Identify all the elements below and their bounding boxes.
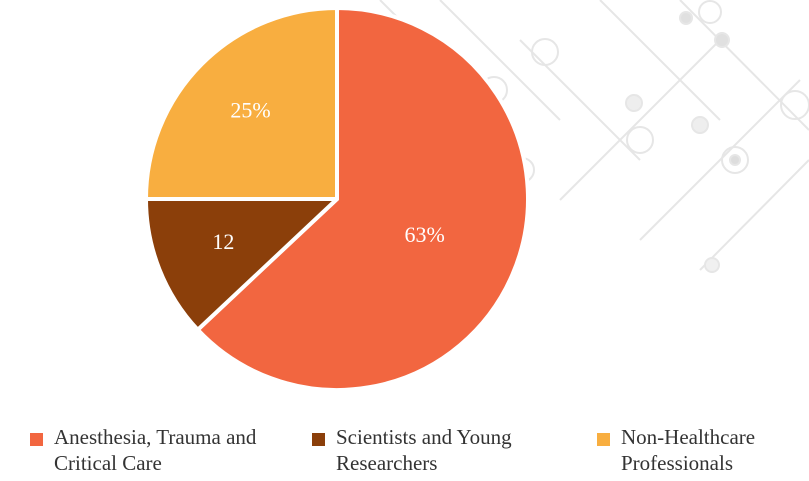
legend-swatch — [312, 433, 325, 446]
chart: 63% 12 25% — [0, 0, 809, 481]
slice-label: 63% — [404, 222, 444, 247]
legend-swatch — [597, 433, 610, 446]
legend-entry: Non-Healthcare Professionals — [597, 424, 809, 476]
legend-label: Scientists and Young Researchers — [336, 425, 512, 475]
legend-label: Anesthesia, Trauma and Critical Care — [54, 425, 256, 475]
page: 63% 12 25% Anesthesia, Trauma and Critical… — [0, 0, 809, 481]
legend-entry: Scientists and Young Researchers — [312, 424, 552, 476]
slice-label: 12 — [212, 229, 234, 254]
legend: Anesthesia, Trauma and Critical Care Scie… — [0, 424, 809, 481]
legend-entry: Anesthesia, Trauma and Critical Care — [30, 424, 270, 476]
legend-swatch — [30, 433, 43, 446]
legend-label: Non-Healthcare Professionals — [621, 425, 755, 475]
slice-label: 25% — [230, 98, 270, 123]
